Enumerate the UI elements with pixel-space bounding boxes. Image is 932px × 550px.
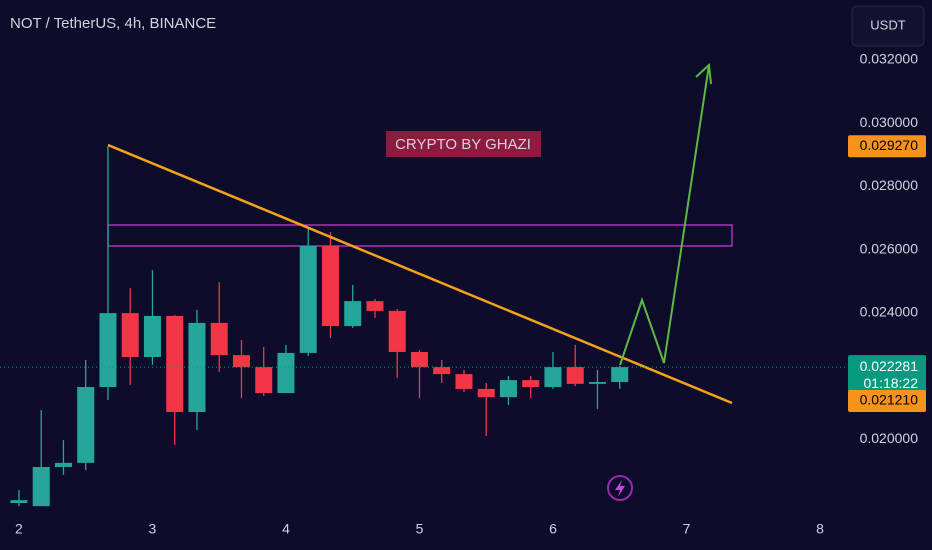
x-tick-label: 7	[683, 521, 691, 537]
candle-body	[321, 246, 339, 327]
x-tick-label: 5	[416, 521, 424, 537]
candle-body	[143, 315, 161, 358]
candle-body	[477, 388, 495, 398]
candle-body	[544, 367, 562, 388]
candle-body	[588, 381, 606, 384]
candle-body	[121, 313, 139, 358]
x-tick-label: 8	[816, 521, 824, 537]
candle-body	[10, 500, 28, 503]
x-tick-label: 3	[149, 521, 157, 537]
candle-body	[255, 367, 273, 394]
candle-body	[77, 387, 95, 463]
candle-body	[410, 351, 428, 368]
price-tag-label: 0.021210	[860, 392, 919, 408]
currency-button[interactable]	[851, 5, 925, 47]
price-tag	[848, 389, 926, 412]
annotation: CRYPTO BY GHAZI	[395, 136, 531, 153]
y-tick-label: 0.024000	[860, 303, 919, 319]
candle-body	[54, 462, 72, 467]
candle-body	[611, 367, 629, 382]
y-tick-label: 0.032000	[860, 51, 919, 67]
candle-body	[277, 352, 295, 394]
x-tick-label: 2	[15, 521, 23, 537]
y-tick-label: 0.020000	[860, 430, 919, 446]
countdown: 01:18:22	[864, 375, 919, 391]
candle-body	[299, 246, 317, 353]
currency-label: USDT	[870, 17, 905, 32]
chart-title: NOT / TetherUS, 4h, BINANCE	[10, 15, 216, 32]
candle-body	[344, 301, 362, 327]
y-tick-label: 0.030000	[860, 114, 919, 130]
annotation-box	[386, 131, 541, 157]
candle-body	[522, 380, 540, 388]
candle-body	[99, 313, 117, 388]
candle-body	[499, 380, 517, 398]
price-tag	[848, 135, 926, 158]
trend-line	[107, 143, 733, 405]
candle-body	[566, 367, 584, 384]
candle-body	[166, 315, 184, 412]
price-tag	[848, 355, 926, 396]
candle-body	[366, 301, 384, 311]
lightning-glyph	[615, 480, 625, 497]
candle-body	[433, 367, 451, 375]
price-tag-label: 0.022281	[860, 358, 919, 374]
arrow-head	[695, 62, 712, 85]
candle-body	[455, 374, 473, 389]
projection-arrow	[619, 64, 710, 366]
price-tag-label: 0.029270	[860, 137, 919, 153]
candle-body	[232, 355, 250, 368]
y-tick-label: 0.026000	[860, 240, 919, 256]
candle-body	[32, 466, 50, 507]
y-tick-label: 0.028000	[860, 177, 919, 193]
candle-body	[388, 310, 406, 352]
x-tick-label: 4	[282, 521, 290, 537]
lightning-icon[interactable]	[607, 475, 633, 501]
candle-body	[210, 322, 228, 356]
x-tick-label: 6	[549, 521, 557, 537]
